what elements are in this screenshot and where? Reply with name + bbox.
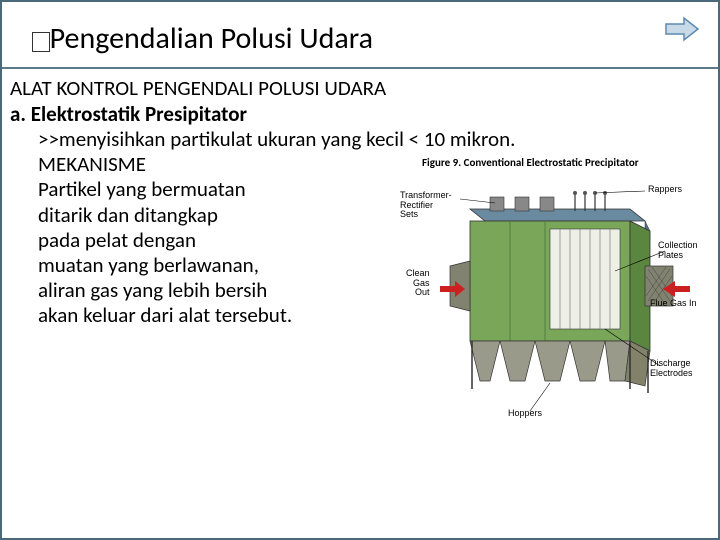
label-rappers: Rappers <box>648 185 682 194</box>
body-line: Partikel yang bermuatan <box>38 177 400 202</box>
body-row: MEKANISME Partikel yang bermuatan ditari… <box>10 152 708 431</box>
label-collection-plates: Collection Plates <box>658 241 698 260</box>
label-hoppers: Hoppers <box>508 409 542 418</box>
body-line: muatan yang berlawanan, <box>38 253 400 278</box>
label-discharge: Discharge Electrodes <box>650 359 693 378</box>
body-line: pada pelat dengan <box>38 228 400 253</box>
title-area: Pengendalian Polusi Udara <box>2 2 718 67</box>
text-column: MEKANISME Partikel yang bermuatan ditari… <box>10 152 400 431</box>
diagram-column: Figure 9. Conventional Electrostatic Pre… <box>400 152 708 431</box>
next-arrow-icon[interactable] <box>664 16 700 47</box>
body-line: >>menyisihkan partikulat ukuran yang kec… <box>10 127 708 152</box>
title-box: Pengendalian Polusi Udara <box>32 20 373 57</box>
body-line: MEKANISME <box>38 152 400 177</box>
label-transformer: Transformer- Rectifier Sets <box>400 191 452 219</box>
section-heading: ALAT KONTROL PENGENDALI POLUSI UDARA <box>10 75 708 101</box>
body-line: akan keluar dari alat tersebut. <box>38 303 400 328</box>
label-clean-gas: Clean Gas Out <box>406 269 430 297</box>
page-title: Pengendalian Polusi Udara <box>50 20 373 57</box>
body-line: aliran gas yang lebih bersih <box>38 278 400 303</box>
content-area: ALAT KONTROL PENGENDALI POLUSI UDARA a. … <box>2 67 718 431</box>
body-line: ditarik dan ditangkap <box>38 203 400 228</box>
bullet-box-icon <box>32 32 50 52</box>
section-subheading: a. Elektrostatik Presipitator <box>10 101 708 127</box>
label-flue-gas: Flue Gas In <box>650 299 697 308</box>
figure-caption: Figure 9. Conventional Electrostatic Pre… <box>400 156 708 169</box>
precipitator-diagram: Transformer- Rectifier Sets Rappers Clea… <box>400 171 700 431</box>
